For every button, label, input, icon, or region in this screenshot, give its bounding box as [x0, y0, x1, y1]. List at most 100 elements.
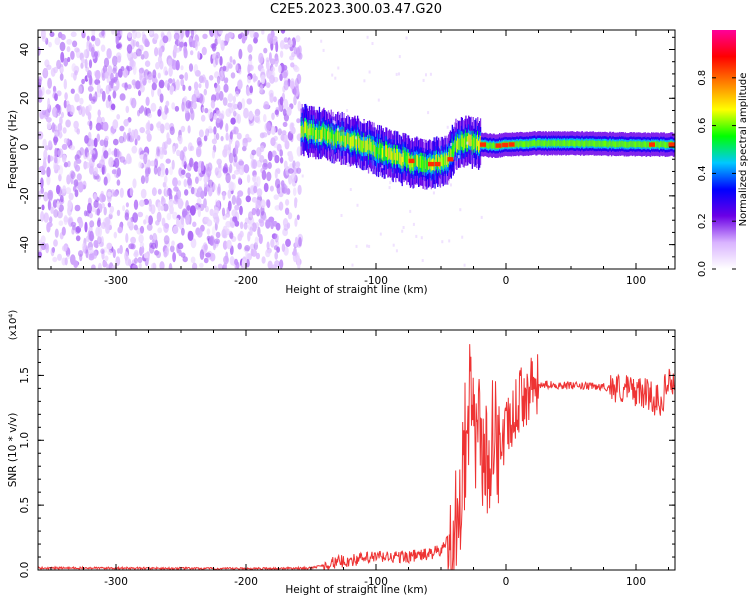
ridge-cell: [401, 156, 403, 169]
noise-cell: [66, 38, 73, 45]
sparse-cell: [347, 163, 350, 167]
noise-cell: [284, 185, 289, 195]
sparse-cell: [377, 98, 380, 102]
noise-cell: [296, 46, 301, 58]
noise-cell: [271, 112, 275, 121]
noise-cell: [258, 52, 264, 64]
ridge-cell: [642, 141, 645, 148]
noise-cell: [237, 79, 243, 90]
noise-cell: [58, 204, 64, 212]
ridge-cell: [423, 156, 425, 169]
noise-cell: [275, 41, 279, 53]
colorbar-tick-label: 0.8: [697, 70, 708, 86]
noise-cell: [225, 132, 229, 141]
noise-cell: [243, 164, 250, 174]
noise-cell: [215, 231, 221, 239]
noise-cell: [159, 261, 165, 269]
noise-cell: [232, 110, 237, 117]
noise-cell: [61, 226, 66, 236]
noise-cell: [160, 31, 165, 38]
ridge-cell: [616, 141, 618, 148]
ridge-cell: [561, 140, 564, 147]
noise-cell: [227, 31, 234, 39]
ridge-cell: [520, 140, 523, 147]
noise-cell: [67, 199, 72, 211]
noise-cell: [213, 216, 220, 224]
noise-cell: [270, 137, 276, 147]
noise-cell: [209, 185, 213, 196]
sparse-cell: [401, 229, 404, 233]
ridge-cell: [458, 138, 460, 151]
noise-cell: [103, 206, 107, 216]
noise-cell: [101, 90, 106, 102]
noise-cell: [236, 113, 241, 124]
noise-cell: [132, 30, 137, 40]
ridge-cell: [564, 140, 566, 146]
ridge-cell: [515, 141, 517, 148]
noise-cell: [293, 46, 298, 55]
noise-cell: [219, 56, 223, 66]
noise-cell: [257, 226, 261, 238]
noise-cell: [227, 102, 233, 108]
noise-cell: [188, 63, 194, 72]
noise-cell: [282, 228, 288, 237]
noise-cell: [203, 198, 207, 209]
noise-cell: [248, 211, 253, 221]
noise-cell: [190, 50, 194, 56]
noise-cell: [38, 166, 45, 172]
noise-cell: [230, 117, 236, 125]
ridge-cell: [662, 141, 665, 147]
ridge-cell: [314, 127, 316, 140]
heatmap-ytick-label: -20: [19, 187, 31, 204]
noise-cell: [163, 235, 170, 245]
ridge-cell: [548, 140, 550, 146]
ridge-cell: [560, 140, 563, 147]
noise-cell: [43, 149, 48, 161]
noise-cell: [48, 140, 53, 148]
noise-cell: [234, 258, 239, 266]
ridge-cell: [395, 153, 397, 165]
noise-cell: [232, 95, 236, 104]
noise-cell: [84, 58, 88, 69]
noise-cell: [253, 242, 258, 251]
noise-cell: [161, 195, 165, 202]
ridge-cell: [490, 142, 493, 149]
sparse-cell: [340, 214, 343, 217]
ridge-cell: [595, 141, 597, 147]
noise-cell: [153, 33, 159, 41]
noise-cell: [238, 68, 242, 75]
noise-cell: [251, 249, 257, 257]
noise-cell: [163, 203, 169, 212]
noise-cell: [43, 191, 49, 202]
ridge-cell: [647, 141, 649, 148]
noise-cell: [52, 199, 58, 208]
ridge-cell: [615, 141, 617, 148]
ridge-cell: [307, 128, 310, 141]
noise-cell: [113, 157, 120, 168]
noise-cell: [64, 92, 68, 101]
noise-cell: [161, 217, 166, 227]
ridge-cell: [488, 143, 490, 149]
noise-cell: [203, 257, 209, 264]
noise-cell: [134, 249, 139, 256]
ridge-cell: [472, 134, 474, 147]
sparse-cell: [441, 240, 444, 244]
noise-cell: [75, 235, 81, 242]
ridge-cell: [528, 141, 530, 148]
noise-cell: [89, 74, 93, 85]
noise-cell: [102, 164, 107, 175]
noise-cell: [63, 99, 67, 109]
ridge-cell: [600, 141, 603, 148]
noise-cell: [274, 251, 279, 260]
ridge-cell: [357, 133, 359, 145]
ridge-cell: [343, 130, 345, 143]
noise-cell: [111, 169, 117, 175]
noise-cell: [115, 256, 121, 266]
noise-cell: [57, 148, 64, 158]
ridge-cell: [583, 141, 585, 148]
ridge-cell: [625, 142, 627, 148]
sparse-cell: [355, 244, 358, 248]
noise-cell: [65, 119, 71, 128]
noise-cell: [99, 193, 105, 203]
noise-cell: [279, 40, 285, 50]
